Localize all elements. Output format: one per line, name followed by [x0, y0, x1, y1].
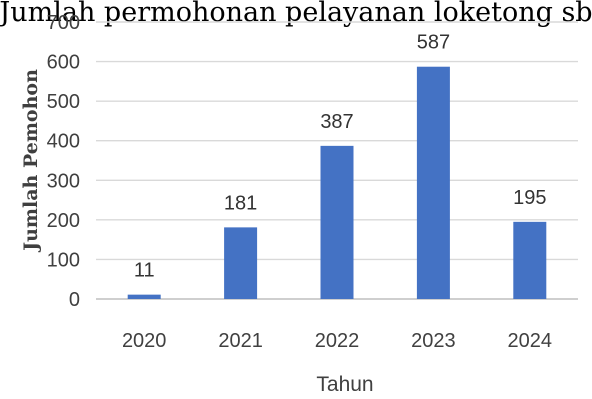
y-tick-label: 500 — [47, 91, 80, 113]
x-axis-label: Tahun — [316, 373, 373, 396]
bar-2021 — [224, 227, 258, 299]
bar-2023 — [416, 66, 450, 299]
y-tick-label: 300 — [47, 170, 80, 192]
y-tick-label: 700 — [47, 12, 80, 34]
data-label: 11 — [134, 260, 155, 282]
data-label: 195 — [513, 187, 546, 209]
y-tick-label: 600 — [47, 52, 80, 74]
data-label: 387 — [320, 111, 353, 133]
y-tick-label: 0 — [69, 289, 80, 311]
y-tick-label: 400 — [47, 131, 80, 153]
bar-2024 — [513, 221, 547, 299]
bar-2020 — [127, 294, 161, 299]
y-tick-labels: 0 100 200 300 400 500 600 700 — [47, 12, 80, 311]
y-axis-label: Jumlah Pemohon — [20, 69, 42, 253]
chart-title: Jumlah permohonan pelayanan loketong sb — [0, 0, 592, 28]
x-tick-label: 2020 — [122, 330, 167, 352]
data-label: 587 — [417, 32, 450, 54]
y-tick-label: 100 — [47, 249, 80, 271]
x-tick-label: 2023 — [411, 330, 456, 352]
x-tick-label: 2022 — [315, 330, 360, 352]
x-tick-labels: 2020 2021 2022 2023 2024 — [122, 330, 552, 352]
data-labels: 11 181 387 587 195 — [134, 32, 547, 282]
y-tick-label: 200 — [47, 210, 80, 232]
bars — [127, 66, 547, 299]
bar-2022 — [320, 145, 354, 299]
x-tick-label: 2024 — [508, 330, 553, 352]
data-label: 181 — [224, 192, 257, 214]
x-tick-label: 2021 — [218, 330, 263, 352]
